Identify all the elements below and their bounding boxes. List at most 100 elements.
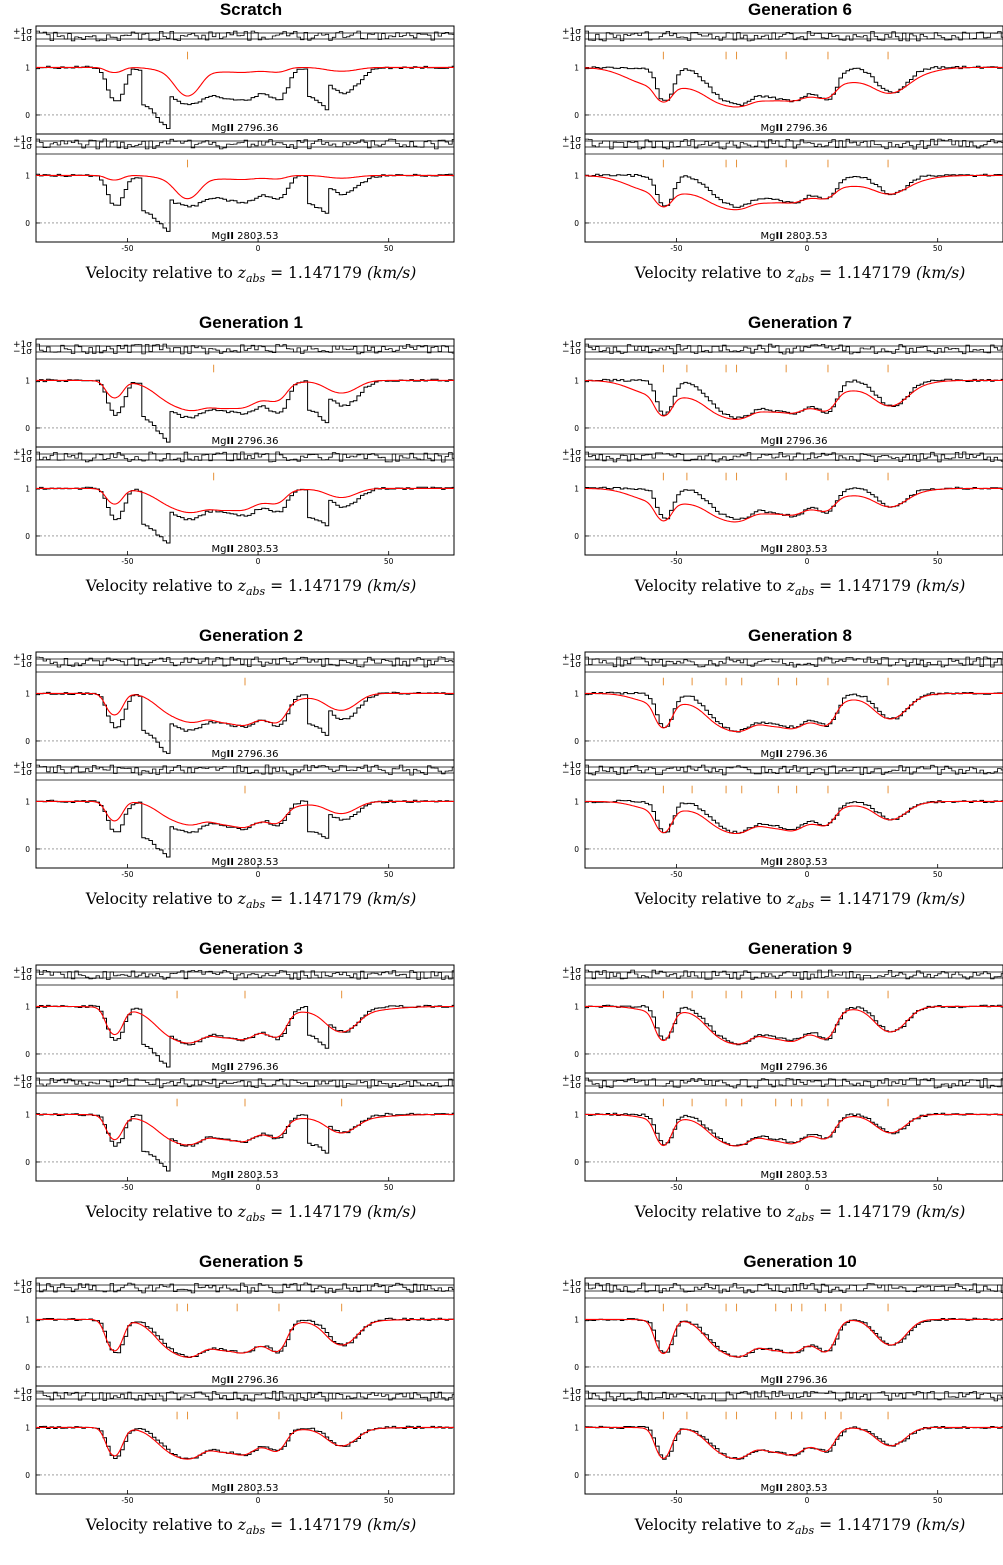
- line-label: MgII 2796.36: [212, 749, 279, 760]
- sigma-minus-label: −1σ: [562, 973, 581, 983]
- data-spectrum: [36, 1112, 454, 1172]
- x-label-prefix: Velocity relative to: [85, 264, 238, 282]
- x-axis-label: Velocity relative to zabs = 1.147179 (km…: [549, 264, 1003, 285]
- line-label: MgII 2803.53: [761, 1483, 828, 1494]
- x-label-sub: abs: [794, 898, 815, 912]
- subplot-1: +1σ−1σ 0 1 MgII 2803.53 -50 0 50: [13, 133, 455, 253]
- x-tick-label: 50: [384, 244, 394, 253]
- residual-spectrum: [36, 138, 454, 150]
- x-axis-label: Velocity relative to zabs = 1.147179 (km…: [549, 890, 1003, 911]
- subplot-1: +1σ−1σ 0 1 MgII 2803.53 -50 0 50: [13, 759, 455, 879]
- panel-generation-2: Generation 2 +1σ −1σ 0 1 MgII 2796.36 +1σ −1σ 0 1…: [0, 626, 502, 939]
- y-tick-label: 1: [574, 484, 579, 493]
- subplot-frame: [35, 1072, 455, 1182]
- x-axis-label: Velocity relative to zabs = 1.147179 (km…: [0, 577, 502, 598]
- residual-spectrum: [585, 343, 1003, 355]
- model-fit: [585, 379, 1003, 420]
- data-spectrum: [585, 1425, 1003, 1460]
- y-tick-label: 1: [574, 1423, 579, 1432]
- panel-title: Generation 10: [743, 1252, 857, 1271]
- sigma-minus-label: −1σ: [562, 455, 581, 465]
- x-tick-label: 50: [933, 557, 943, 566]
- subplot-frame: [35, 651, 455, 761]
- panel-title: Generation 9: [748, 939, 852, 958]
- sigma-minus-label: −1σ: [562, 1394, 581, 1404]
- x-label-var: z: [786, 577, 795, 595]
- y-tick-label: 0: [574, 424, 579, 433]
- line-label: MgII 2796.36: [761, 436, 828, 447]
- data-spectrum: [585, 799, 1003, 834]
- subplot-frame: [584, 1072, 1003, 1182]
- panel-generation-5: Generation 5 +1σ −1σ 0 1 MgII 2796.36 +1σ −1σ 0 1…: [0, 1252, 502, 1565]
- line-label: MgII 2803.53: [212, 231, 279, 242]
- residual-spectrum: [36, 1282, 454, 1294]
- y-tick-label: 1: [25, 797, 30, 806]
- panel-title: Generation 3: [199, 939, 303, 958]
- y-tick-label: 0: [574, 1158, 579, 1167]
- x-tick-label: 0: [256, 557, 261, 566]
- y-tick-label: 0: [25, 737, 30, 746]
- sigma-plus-label: +1σ: [562, 1279, 581, 1289]
- y-tick-label: 1: [25, 376, 30, 385]
- residual-spectrum: [36, 1390, 454, 1402]
- y-tick-label: 0: [574, 1363, 579, 1372]
- x-tick-label: -50: [670, 557, 682, 566]
- panel-title: Generation 5: [199, 1252, 303, 1271]
- x-tick-label: 50: [933, 1183, 943, 1192]
- subplot-frame: [35, 25, 455, 135]
- sigma-minus-label: −1σ: [13, 34, 32, 44]
- subplot-0: +1σ−1σ 0 1 MgII 2796.36: [13, 964, 455, 1074]
- sigma-plus-label: +1σ: [13, 653, 32, 663]
- y-tick-label: 0: [25, 111, 30, 120]
- model-fit: [585, 692, 1003, 733]
- panel-title: Scratch: [219, 0, 283, 19]
- panel-generation-9: Generation 9 +1σ −1σ 0 1 MgII 2796.36 +1σ −1σ 0 1…: [549, 939, 1003, 1252]
- y-tick-label: 0: [25, 1158, 30, 1167]
- x-label-value: = 1.147179: [814, 1203, 916, 1221]
- sigma-minus-label: −1σ: [13, 973, 32, 983]
- x-label-value: = 1.147179: [265, 890, 367, 908]
- model-fit: [585, 1426, 1003, 1460]
- x-label-sub: abs: [794, 1524, 815, 1538]
- y-tick-label: 0: [574, 845, 579, 854]
- panel-generation-10: Generation 10 +1σ −1σ 0 1 MgII 2796.36 +1σ −1σ 0…: [549, 1252, 1003, 1565]
- residual-spectrum: [36, 969, 454, 981]
- y-tick-label: 1: [574, 1110, 579, 1119]
- residual-spectrum: [585, 1282, 1003, 1294]
- x-tick-label: 50: [384, 870, 394, 879]
- x-label-value: = 1.147179: [814, 577, 916, 595]
- x-label-var: z: [237, 577, 246, 595]
- x-label-unit: (km/s): [915, 1203, 966, 1221]
- x-label-var: z: [786, 1203, 795, 1221]
- data-spectrum: [36, 691, 454, 754]
- x-axis-label: Velocity relative to zabs = 1.147179 (km…: [0, 1203, 502, 1224]
- x-label-prefix: Velocity relative to: [634, 1203, 787, 1221]
- panel-generation-3: Generation 3 +1σ −1σ 0 1 MgII 2796.36 +1σ −1σ 0 1…: [0, 939, 502, 1252]
- model-fit: [36, 692, 454, 727]
- y-tick-label: 1: [574, 1315, 579, 1324]
- x-tick-label: -50: [121, 1183, 133, 1192]
- sigma-plus-label: +1σ: [13, 966, 32, 976]
- data-spectrum: [36, 1004, 454, 1068]
- x-axis-label: Velocity relative to zabs = 1.147179 (km…: [0, 1516, 502, 1537]
- x-label-sub: abs: [794, 272, 815, 286]
- subplot-1: +1σ−1σ 0 1 MgII 2803.53 -50 0 50: [562, 1385, 1003, 1505]
- x-tick-label: 50: [933, 1496, 943, 1505]
- residual-spectrum: [36, 451, 454, 463]
- line-label: MgII 2796.36: [761, 1062, 828, 1073]
- x-axis-label: Velocity relative to zabs = 1.147179 (km…: [549, 577, 1003, 598]
- model-fit: [585, 1005, 1003, 1045]
- subplot-frame: [35, 759, 455, 869]
- y-tick-label: 1: [25, 1423, 30, 1432]
- sigma-plus-label: +1σ: [13, 1387, 32, 1397]
- x-label-unit: (km/s): [366, 1203, 417, 1221]
- sigma-plus-label: +1σ: [13, 1279, 32, 1289]
- sigma-plus-label: +1σ: [13, 27, 32, 37]
- model-fit: [36, 66, 454, 97]
- sigma-plus-label: +1σ: [13, 1074, 32, 1084]
- x-label-unit: (km/s): [915, 577, 966, 595]
- subplot-0: +1σ−1σ 0 1 MgII 2796.36: [562, 338, 1003, 448]
